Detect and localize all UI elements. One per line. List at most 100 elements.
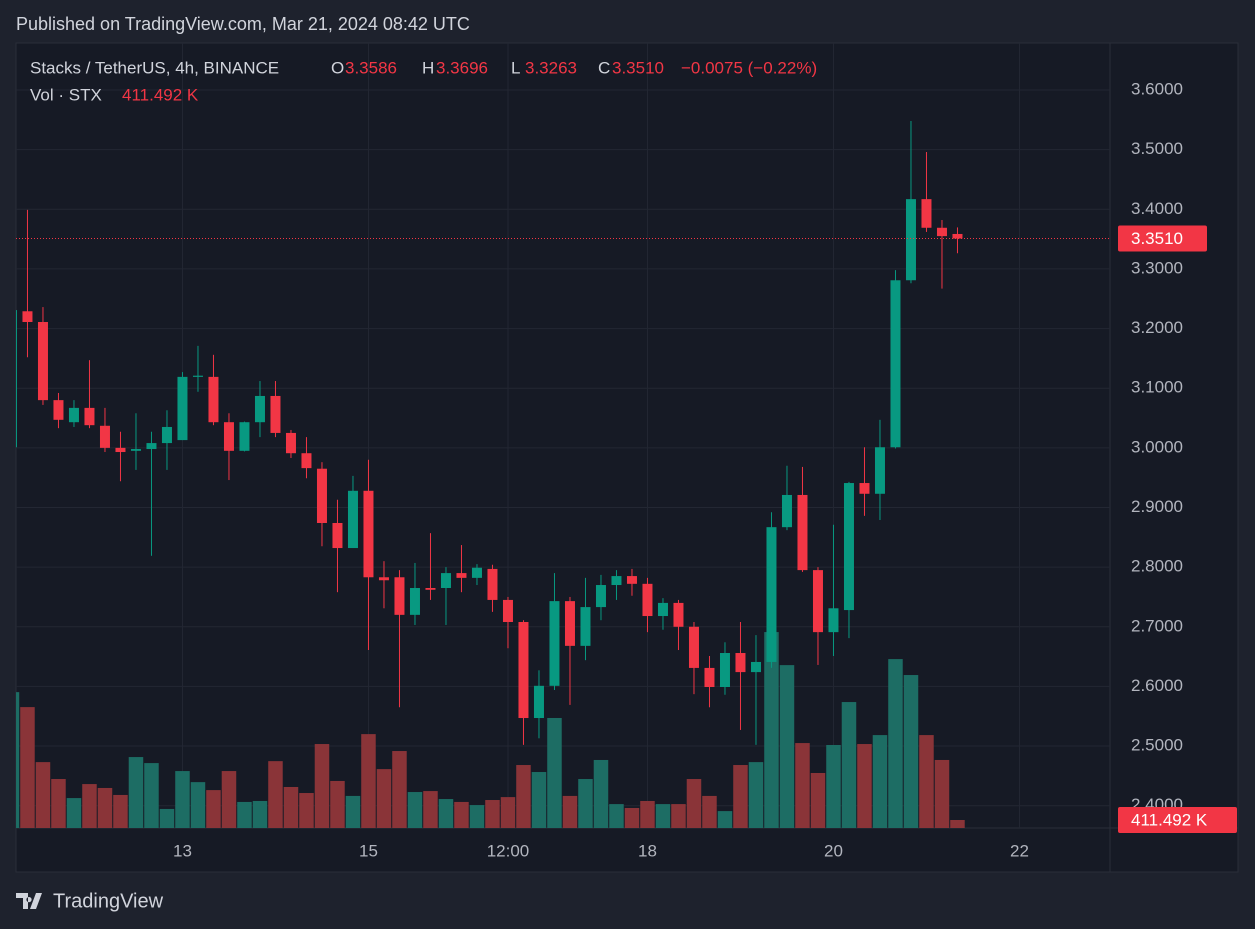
volume-bar: [934, 759, 950, 828]
candle-body: [673, 602, 684, 627]
symbol-title: Stacks / TetherUS, 4h, BINANCE: [30, 58, 279, 77]
last-volume-label: 411.492 K: [1131, 810, 1208, 829]
volume-bar: [857, 744, 872, 828]
candle-body: [22, 311, 33, 323]
candle-body: [533, 685, 544, 719]
ohlc-value: 3.3696: [436, 58, 488, 77]
legend: Stacks / TetherUS, 4h, BINANCE O 3.3586 H 3.…: [30, 58, 817, 104]
ohlc-value: 3.3263: [525, 58, 577, 77]
ohlc-letter: C: [598, 58, 610, 77]
candle-body: [146, 443, 157, 450]
candle-body: [874, 447, 885, 494]
last-price-label: 3.3510: [1131, 229, 1183, 248]
footer-logo: TradingView: [16, 890, 164, 912]
candle-body: [549, 601, 560, 686]
candle-body: [409, 588, 420, 615]
volume-bar: [950, 820, 965, 828]
candle-body: [394, 577, 405, 615]
volume-bar: [671, 804, 686, 828]
ohlc-value: 3.3510: [612, 58, 664, 77]
x-tick-label: 12:00: [487, 841, 530, 860]
y-tick-label: 3.1000: [1131, 378, 1183, 397]
volume-bar: [299, 793, 314, 828]
candle-body: [688, 626, 699, 668]
volume-bar: [531, 772, 547, 828]
chart-frame: [15, 42, 1239, 873]
volume-bar: [35, 762, 51, 828]
ohlc-letter: L: [511, 58, 520, 77]
y-tick-label: 3.2000: [1131, 318, 1183, 337]
candle-body: [735, 653, 746, 673]
y-tick-label: 2.6000: [1131, 676, 1183, 695]
candle-body: [626, 576, 637, 584]
published-note: Published on TradingView.com, Mar 21, 20…: [16, 14, 470, 34]
volume-bar: [779, 665, 795, 828]
candle-body: [347, 490, 358, 549]
volume-bar: [407, 792, 423, 828]
candle-body: [564, 601, 575, 646]
volume-bar: [764, 632, 779, 828]
volume-bar: [16, 692, 20, 828]
candle-body: [704, 667, 715, 688]
brand: TradingView: [53, 890, 164, 912]
volume-pane: [16, 632, 965, 828]
volume-bar: [748, 762, 764, 828]
volume-bar: [82, 784, 97, 828]
y-tick-label: 2.8000: [1131, 557, 1183, 576]
candle-body: [595, 585, 606, 608]
candle-body: [812, 570, 823, 633]
volume-bar: [128, 757, 144, 828]
volume-bar: [330, 780, 345, 828]
volume-bar: [872, 735, 888, 828]
candle-body: [843, 483, 854, 611]
candle-body: [425, 588, 436, 590]
last-price-box: [1118, 225, 1207, 252]
volume-bar: [438, 799, 454, 828]
candle-body: [223, 422, 234, 451]
volume-bar: [392, 751, 407, 828]
volume-bar: [221, 771, 237, 828]
volume-bar: [190, 782, 206, 828]
candle-body: [270, 395, 281, 433]
candle-body: [766, 527, 777, 662]
volume-bar: [888, 659, 903, 828]
last-volume-box: [1118, 807, 1237, 834]
y-tick-label: 3.3000: [1131, 258, 1183, 277]
volume-bar: [841, 702, 857, 828]
axes: 2.40002.50002.60002.70002.80002.90003.00…: [173, 79, 1237, 860]
volume-bar: [795, 743, 810, 828]
candle-body: [611, 576, 622, 586]
candle-body: [115, 447, 126, 453]
logo-icon: [16, 893, 42, 909]
volume-bar: [903, 675, 919, 828]
candle-body: [332, 522, 343, 549]
candle-body: [580, 607, 591, 646]
volume-bar: [113, 794, 128, 828]
volume-bar: [593, 759, 609, 828]
price-change: −0.0075 (−0.22%): [681, 58, 817, 77]
volume-value: 411.492 K: [122, 85, 199, 104]
volume-bar: [469, 805, 485, 828]
candle-body: [239, 422, 250, 451]
candle-body: [828, 608, 839, 633]
candle-body: [797, 494, 808, 571]
volume-bar: [361, 734, 376, 828]
volume-title: Vol · STX: [30, 85, 102, 104]
candle-body: [177, 376, 188, 441]
candle-body: [161, 426, 172, 444]
candle-body: [921, 199, 932, 228]
volume-bar: [702, 795, 717, 828]
volume-bar: [237, 801, 252, 828]
volume-bar: [826, 745, 841, 828]
candles: [16, 121, 1110, 745]
y-tick-label: 2.9000: [1131, 497, 1183, 516]
candle-body: [518, 621, 529, 719]
volume-bar: [454, 801, 469, 828]
volume-bar: [686, 779, 702, 828]
volume-bar: [66, 798, 82, 828]
candle-body: [750, 661, 761, 673]
x-tick-label: 20: [824, 841, 843, 860]
candle-body: [642, 583, 653, 617]
candle-body: [316, 468, 327, 523]
candle-body: [16, 310, 17, 448]
